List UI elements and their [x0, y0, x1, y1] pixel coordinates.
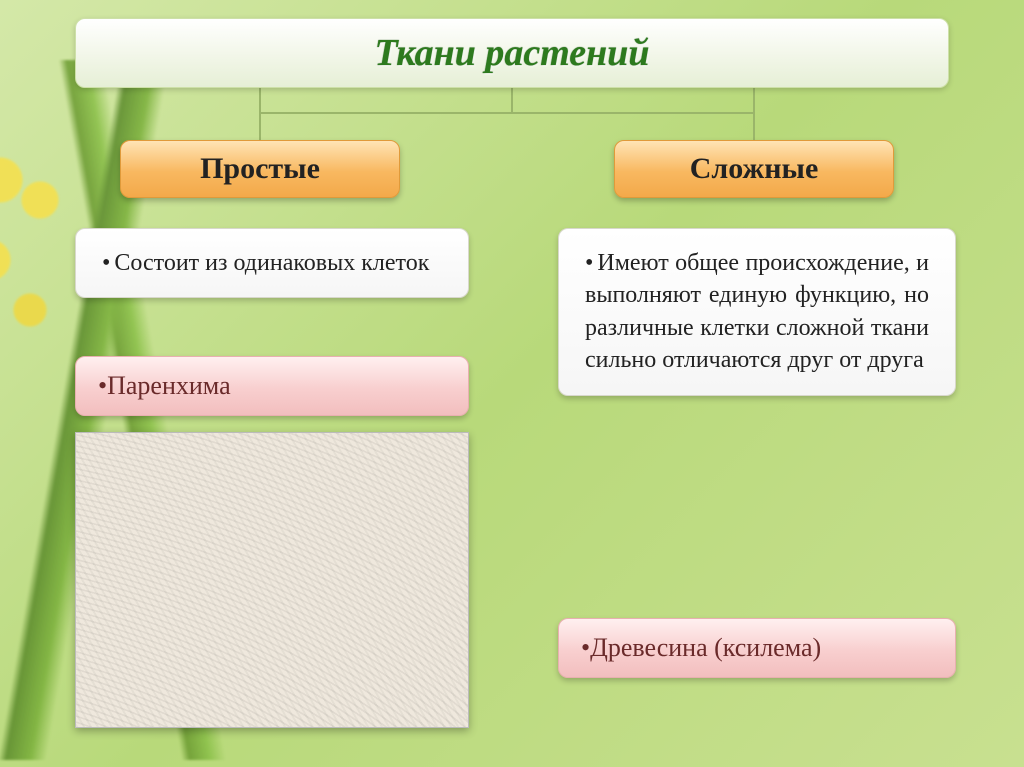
bullet-icon: • — [98, 371, 107, 400]
connector — [259, 112, 755, 114]
desc-complex-text: Имеют общее происхождение, и выполняют е… — [585, 250, 929, 373]
desc-simple-text: Состоит из одинаковых клеток — [114, 250, 429, 276]
connector — [753, 88, 755, 140]
desc-simple: •Состоит из одинаковых клеток — [75, 228, 469, 298]
category-simple-label: Простые — [200, 152, 320, 186]
category-simple: Простые — [120, 140, 400, 198]
microscopy-photo — [75, 432, 469, 728]
example-simple: •Паренхима — [75, 356, 469, 416]
bullet-icon: • — [581, 633, 590, 662]
bullet-icon: • — [585, 247, 593, 279]
connector — [511, 88, 513, 112]
category-complex: Сложные — [614, 140, 894, 198]
category-complex-label: Сложные — [690, 152, 819, 186]
photo-texture — [76, 433, 468, 727]
example-simple-text: Паренхима — [107, 371, 231, 400]
slide-title: Ткани растений — [374, 31, 649, 75]
bullet-icon: • — [102, 247, 110, 279]
connector — [259, 88, 261, 140]
title-bar: Ткани растений — [75, 18, 949, 88]
example-complex: •Древесина (ксилема) — [558, 618, 956, 678]
example-complex-text: Древесина (ксилема) — [590, 633, 821, 662]
desc-complex: •Имеют общее происхождение, и выполняют … — [558, 228, 956, 396]
